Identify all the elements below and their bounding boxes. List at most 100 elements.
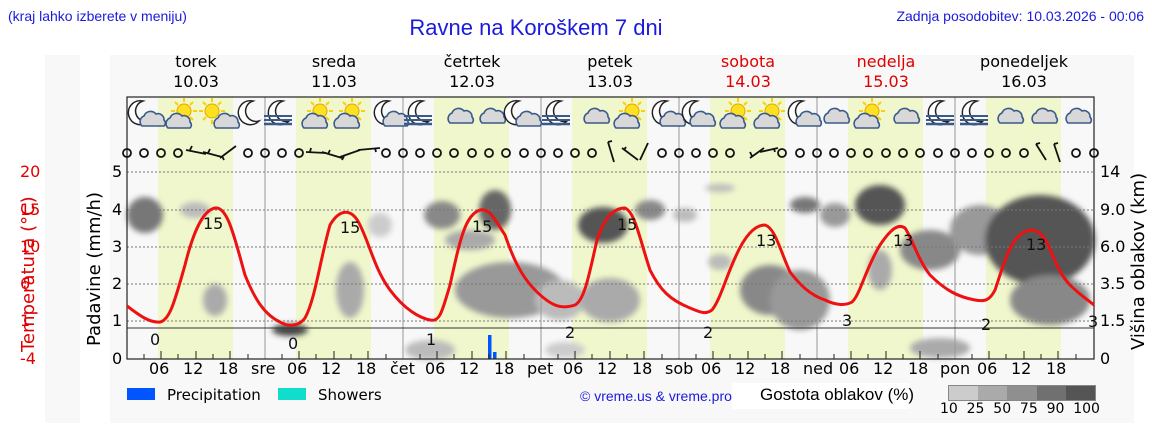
svg-text:0: 0 (288, 334, 298, 353)
x-tick: sre (251, 359, 276, 378)
precip-legend-swatch (127, 388, 155, 400)
x-tick: pon (940, 359, 971, 378)
svg-text:2: 2 (703, 323, 713, 342)
temp-tick: 1 (20, 311, 31, 330)
x-tick: 12 (1011, 359, 1032, 378)
x-tick: 12 (459, 359, 480, 378)
cloud-tick: 1.5 (1100, 311, 1126, 330)
last-updated: Zadnja posodobitev: 10.03.2026 - 00:06 (896, 8, 1144, 24)
daylight-bands (158, 97, 1061, 359)
density-tick: 75 (1019, 401, 1038, 417)
day-header-1: sreda 11.03 (311, 52, 357, 91)
cloud-axis: 14 9.0 6.0 3.5 1.5 0 (1098, 160, 1134, 370)
x-tick: 06 (977, 359, 998, 378)
x-tick: sob (665, 359, 694, 378)
svg-text:2: 2 (565, 323, 575, 342)
temp-tick: -4 (20, 349, 36, 368)
precip-tick: 2 (112, 274, 123, 293)
temp-tick: 10 (20, 237, 41, 256)
temp-tick: 15 (20, 200, 41, 219)
x-tick: 18 (1046, 359, 1067, 378)
x-tick: 12 (321, 359, 342, 378)
precip-tick: 0 (112, 349, 123, 368)
temp-tick: 20 (20, 162, 41, 181)
svg-text:3: 3 (1088, 312, 1098, 331)
temp-axis-panel (45, 55, 80, 423)
x-tick: 12 (597, 359, 618, 378)
precip-bar (493, 352, 497, 359)
x-tick: 12 (735, 359, 756, 378)
x-tick: 06 (839, 359, 860, 378)
x-tick: 18 (770, 359, 791, 378)
precip-axis: 5 4 3 2 1 0 (108, 160, 128, 370)
day-header-6: ponedeljek 16.03 (980, 52, 1068, 91)
svg-text:3: 3 (842, 311, 852, 330)
svg-text:13: 13 (893, 231, 913, 250)
cloud-tick: 9.0 (1100, 200, 1126, 219)
page-title: Ravne na Koroškem 7 dni (409, 15, 663, 40)
x-tick: 06 (563, 359, 584, 378)
temperature-line (126, 206, 1095, 327)
temp-labels: 15 0 15 0 15 1 15 2 13 2 13 3 13 2 3 (150, 214, 1098, 353)
cloud-density-ticks: 10 25 50 75 90 100 (940, 401, 1100, 417)
x-tick: 06 (149, 359, 170, 378)
density-tick: 25 (966, 401, 985, 417)
x-axis: 06 12 18 sre 06 12 18 čet 06 12 18 pet 0… (127, 359, 1094, 381)
wind-calm-markers (122, 148, 1099, 158)
x-tick: 18 (494, 359, 515, 378)
density-tick: 10 (940, 401, 958, 417)
density-tick: 50 (993, 401, 1012, 417)
cloud-density-scale (948, 385, 1096, 401)
location-hint-link[interactable]: (kraj lahko izberete v meniju) (8, 8, 187, 24)
x-tick: čet (390, 359, 415, 378)
density-tick: 90 (1046, 401, 1065, 417)
density-tick: 100 (1073, 401, 1100, 417)
day-header-4: sobota 14.03 (720, 52, 776, 91)
x-tick: 18 (632, 359, 653, 378)
precip-tick: 3 (112, 237, 123, 256)
cloud-tick: 14 (1100, 162, 1121, 181)
temp-tick: 6 (20, 274, 31, 293)
x-tick: 06 (701, 359, 722, 378)
cloud-tick: 6.0 (1100, 237, 1126, 256)
svg-text:13: 13 (756, 231, 776, 250)
precip-tick: 5 (112, 162, 123, 181)
precip-bar (488, 335, 492, 359)
x-tick: 12 (873, 359, 894, 378)
svg-text:2: 2 (981, 315, 991, 334)
temp-axis: 20 15 10 6 1 -4 (10, 160, 70, 370)
x-tick: pet (527, 359, 554, 378)
cloud-density-label: Gostota oblakov (%) (760, 385, 915, 404)
precip-legend-label: Precipitation (167, 386, 261, 404)
x-tick: 18 (908, 359, 929, 378)
precip-tick: 4 (112, 200, 123, 219)
grid-lines (127, 171, 1094, 322)
x-tick: 18 (218, 359, 239, 378)
svg-text:15: 15 (617, 215, 637, 234)
precip-tick: 1 (112, 311, 123, 330)
cloud-density-label-bg (732, 383, 910, 409)
wind-barbs (185, 140, 1061, 163)
cloud-tick: 3.5 (1100, 274, 1126, 293)
day-separators (264, 97, 956, 359)
x-tick: 12 (183, 359, 204, 378)
day-header-2: četrtek 12.03 (443, 52, 501, 91)
svg-text:15: 15 (340, 218, 360, 237)
x-tick: 06 (287, 359, 308, 378)
svg-text:15: 15 (203, 214, 223, 233)
x-tick: 18 (356, 359, 377, 378)
svg-text:15: 15 (472, 217, 492, 236)
svg-text:13: 13 (1026, 235, 1046, 254)
cloud-tick: 0 (1100, 349, 1111, 368)
showers-legend-label: Showers (318, 386, 382, 404)
day-headers: torek 10.03 sreda 11.03 četrtek 12.03 petek… (127, 52, 1094, 96)
x-tick: 06 (425, 359, 446, 378)
showers-legend-swatch (278, 388, 306, 400)
x-tick: ned (803, 359, 834, 378)
svg-text:1: 1 (426, 330, 436, 349)
svg-text:0: 0 (150, 330, 160, 349)
credit-link[interactable]: © vreme.us & vreme.pro (580, 388, 732, 404)
day-header-5: nedelja 15.03 (856, 52, 916, 91)
day-header-0: torek 10.03 (173, 52, 219, 91)
